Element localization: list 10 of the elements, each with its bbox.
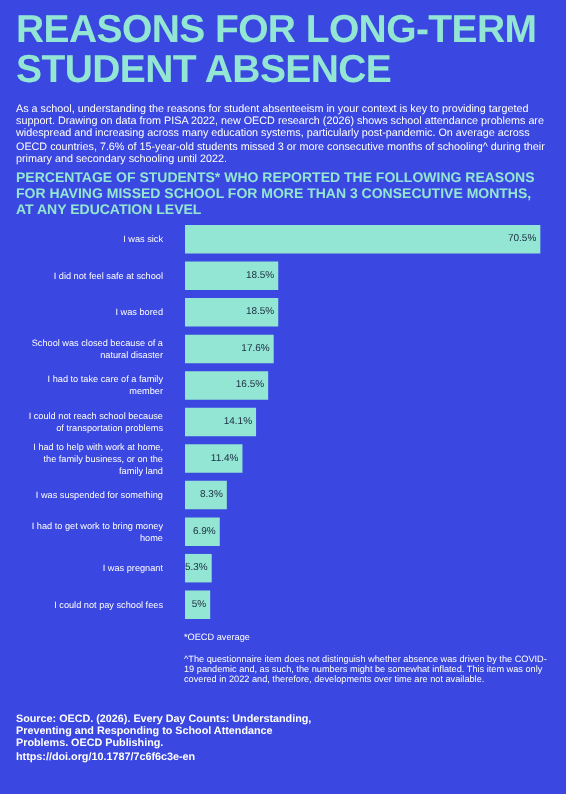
bar [185, 444, 243, 473]
bar [185, 371, 269, 400]
bar [185, 407, 257, 437]
chart-title: REASONS FOR LONG-TERM STUDENT ABSENCE [16, 8, 539, 91]
bar [185, 590, 211, 619]
bar [185, 225, 541, 254]
bar [185, 298, 279, 327]
bar [185, 517, 220, 546]
bar [185, 261, 279, 291]
bar [185, 334, 274, 364]
